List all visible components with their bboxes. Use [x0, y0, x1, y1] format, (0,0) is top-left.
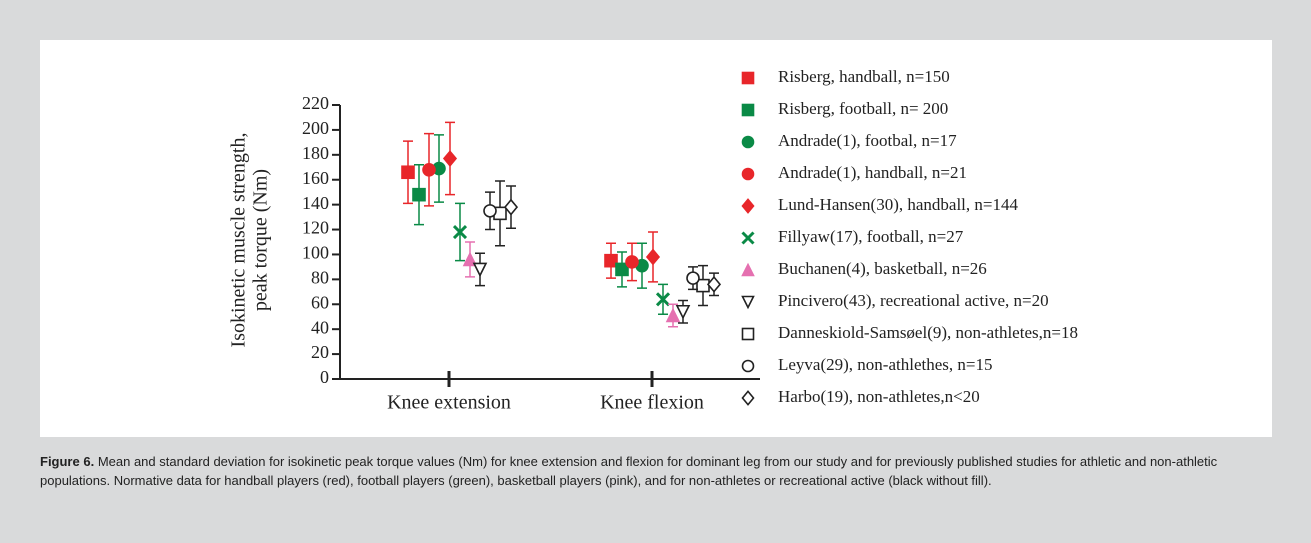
- y-tick-label: 140: [302, 193, 329, 213]
- marker: [741, 262, 755, 277]
- marker: [483, 204, 497, 218]
- y-tick-label: 120: [302, 218, 329, 238]
- y-tick-label: 220: [302, 93, 329, 113]
- marker: [604, 253, 618, 268]
- legend-label: Pincivero(43), recreational active, n=20: [778, 291, 1049, 310]
- marker: [452, 224, 468, 240]
- y-tick-label: 200: [302, 118, 329, 138]
- legend-label: Andrade(1), footbal, n=17: [778, 131, 957, 150]
- figure-panel: [40, 40, 1272, 437]
- legend-label: Harbo(19), non-athletes,n<20: [778, 387, 980, 406]
- marker: [422, 162, 436, 177]
- marker: [645, 248, 661, 266]
- marker: [741, 135, 755, 149]
- marker: [462, 251, 478, 267]
- marker: [741, 71, 755, 85]
- caption-text: Mean and standard deviation for isokinet…: [40, 454, 1218, 488]
- y-tick-label: 20: [311, 342, 329, 362]
- y-tick-label: 100: [302, 243, 329, 263]
- marker: [741, 327, 755, 341]
- legend-label: Risberg, handball, n=150: [778, 67, 950, 86]
- x-tick-label: Knee extension: [387, 392, 511, 414]
- y-axis-label: peak torque (Nm): [250, 169, 272, 311]
- legend-label: Lund-Hansen(30), handball, n=144: [778, 195, 1018, 214]
- marker: [665, 307, 681, 323]
- marker: [412, 187, 426, 202]
- marker: [741, 390, 755, 406]
- marker: [472, 262, 488, 278]
- y-tick-label: 60: [311, 292, 329, 312]
- marker: [741, 231, 755, 245]
- y-tick-label: 40: [311, 317, 329, 337]
- legend-label: Fillyaw(17), football, n=27: [778, 227, 964, 246]
- marker: [741, 103, 755, 117]
- marker: [625, 255, 639, 269]
- marker: [442, 150, 458, 168]
- y-tick-label: 80: [311, 267, 329, 287]
- legend-label: Andrade(1), handball, n=21: [778, 163, 967, 182]
- marker: [401, 165, 415, 180]
- marker: [655, 292, 671, 307]
- marker: [741, 167, 755, 181]
- marker: [706, 275, 722, 293]
- caption: Figure 6. Mean and standard deviation fo…: [40, 452, 1272, 490]
- legend-label: Risberg, football, n= 200: [778, 99, 948, 118]
- marker: [675, 304, 691, 320]
- chart: 0 20 40 60 80 100 120 140 160 180 200 220 Knee exten…: [228, 67, 1078, 414]
- marker: [741, 359, 755, 373]
- marker: [741, 295, 755, 310]
- x-tick-label: Knee flexion: [600, 392, 704, 414]
- marker: [503, 198, 519, 216]
- caption-label: Figure 6.: [40, 454, 95, 469]
- legend-label: Buchanen(4), basketball, n=26: [778, 259, 987, 278]
- marker: [615, 262, 629, 277]
- legend-label: Danneskiold-Samsøel(9), non-athletes,n=1…: [778, 323, 1078, 342]
- y-tick-label: 180: [302, 143, 329, 163]
- y-axis-label: Isokinetic muscle strength,: [228, 133, 250, 348]
- y-tick-label: 0: [320, 367, 329, 387]
- marker: [686, 271, 700, 285]
- legend-label: Leyva(29), non-athlethes, n=15: [778, 355, 992, 374]
- y-tick-label: 160: [302, 168, 329, 188]
- marker: [741, 198, 755, 214]
